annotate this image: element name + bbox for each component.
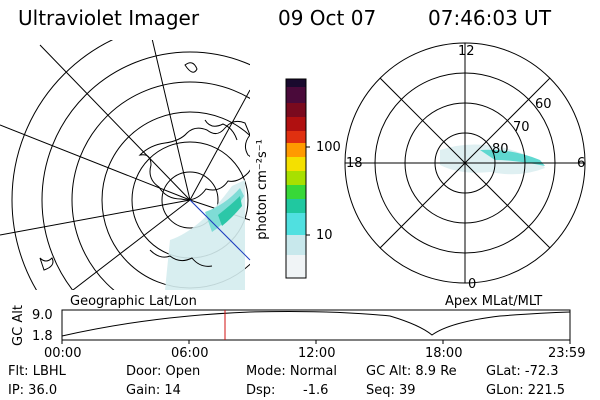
status-gain: Gain: 14 (126, 383, 181, 398)
status-ip: IP: 36.0 (8, 383, 58, 398)
lat-label-80: 80 (492, 142, 509, 157)
lat-label-60: 60 (535, 97, 552, 112)
colorbar-tick-100: 100 (316, 140, 341, 155)
colorbar-unit-label: photon cm⁻²s⁻¹ (254, 139, 270, 240)
timeline-xtick-2: 12:00 (298, 346, 336, 361)
status-glat: GLat: -72.3 (486, 364, 559, 379)
date-label: 09 Oct 07 (278, 6, 377, 30)
timeline-ytick-high: 9.0 (32, 308, 53, 323)
imager-title: Ultraviolet Imager (18, 6, 200, 30)
mlt-label-18: 18 (346, 156, 363, 171)
mlt-label-0: 0 (468, 277, 477, 292)
geographic-caption: Geographic Lat/Lon (70, 294, 197, 309)
timeline-ytick-low: 1.8 (32, 329, 53, 344)
status-door: Door: Open (126, 364, 201, 379)
timeline-xtick-1: 06:00 (171, 346, 209, 361)
timeline-xtick-3: 18:00 (425, 346, 463, 361)
colorbar-gradient (285, 78, 310, 279)
timeline-axis-label: GC Alt (10, 305, 26, 346)
status-dsp-value: -1.6 (303, 383, 329, 398)
status-gcalt: GC Alt: 8.9 Re (366, 364, 457, 379)
status-seq: Seq: 39 (366, 383, 416, 398)
status-dsp: Dsp: (246, 383, 276, 398)
timeline-xtick-0: 00:00 (44, 346, 82, 361)
colorbar-tick-10: 10 (316, 228, 333, 243)
status-mode: Mode: Normal (246, 364, 337, 379)
status-flt: Flt: LBHL (8, 364, 66, 379)
lat-label-70: 70 (513, 120, 530, 135)
timeline-xtick-4: 23:59 (548, 346, 586, 361)
status-glon: GLon: 221.5 (486, 383, 566, 398)
mlt-label-6: 6 (577, 156, 586, 171)
mlt-label-12: 12 (458, 44, 475, 59)
apex-caption: Apex MLat/MLT (445, 294, 543, 309)
time-label: 07:46:03 UT (428, 6, 552, 30)
